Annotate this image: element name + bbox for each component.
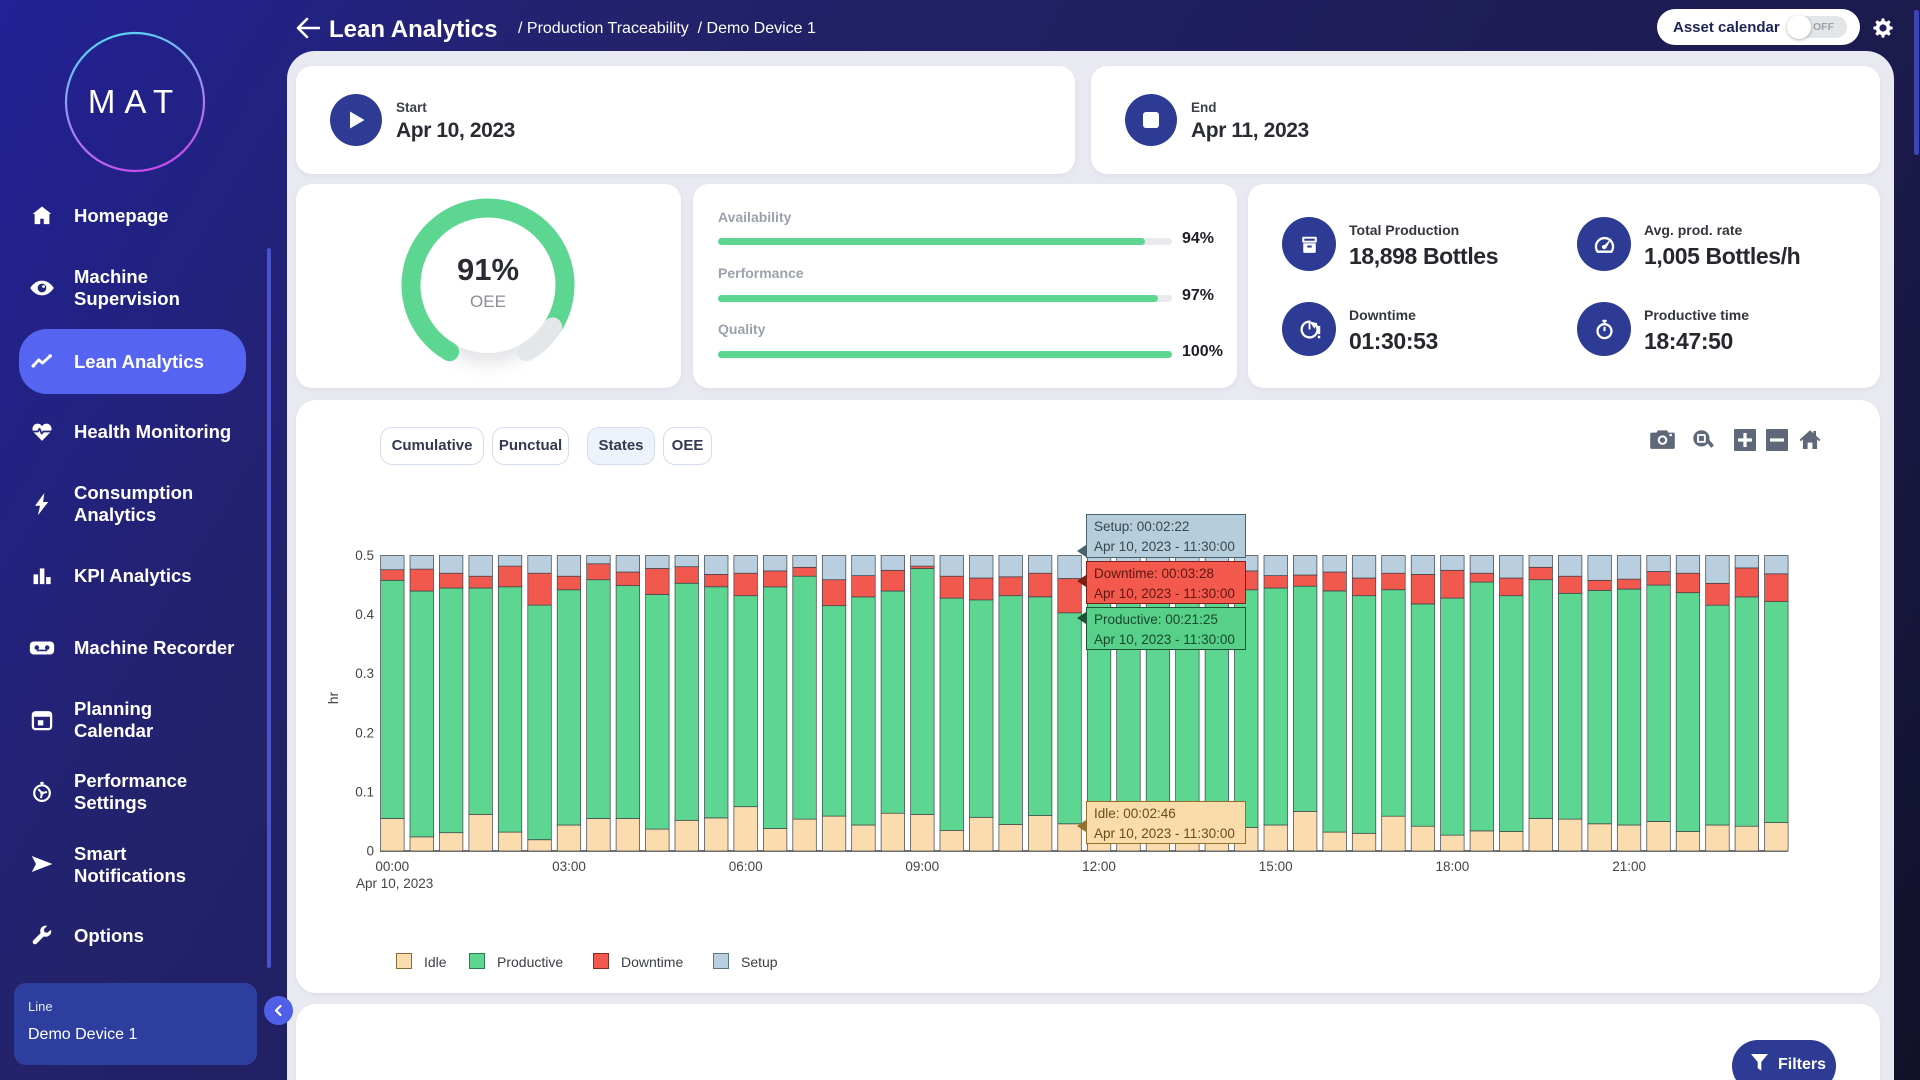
svg-text:15:00: 15:00 <box>1259 859 1293 874</box>
svg-text:Apr 10, 2023: Apr 10, 2023 <box>356 876 433 891</box>
svg-text:09:00: 09:00 <box>905 859 939 874</box>
svg-text:12:00: 12:00 <box>1082 859 1116 874</box>
svg-text:0.3: 0.3 <box>355 666 374 681</box>
svg-text:MAT: MAT <box>88 83 182 120</box>
svg-text:0.1: 0.1 <box>355 784 374 799</box>
svg-text:21:00: 21:00 <box>1612 859 1646 874</box>
svg-text:06:00: 06:00 <box>729 859 763 874</box>
svg-text:0.2: 0.2 <box>355 725 374 740</box>
svg-text:18:00: 18:00 <box>1436 859 1470 874</box>
svg-text:0.5: 0.5 <box>355 548 374 563</box>
svg-text:0.4: 0.4 <box>355 607 374 622</box>
svg-text:0: 0 <box>366 844 374 859</box>
svg-text:hr: hr <box>325 691 341 704</box>
svg-text:00:00: 00:00 <box>375 859 409 874</box>
svg-text:03:00: 03:00 <box>552 859 586 874</box>
